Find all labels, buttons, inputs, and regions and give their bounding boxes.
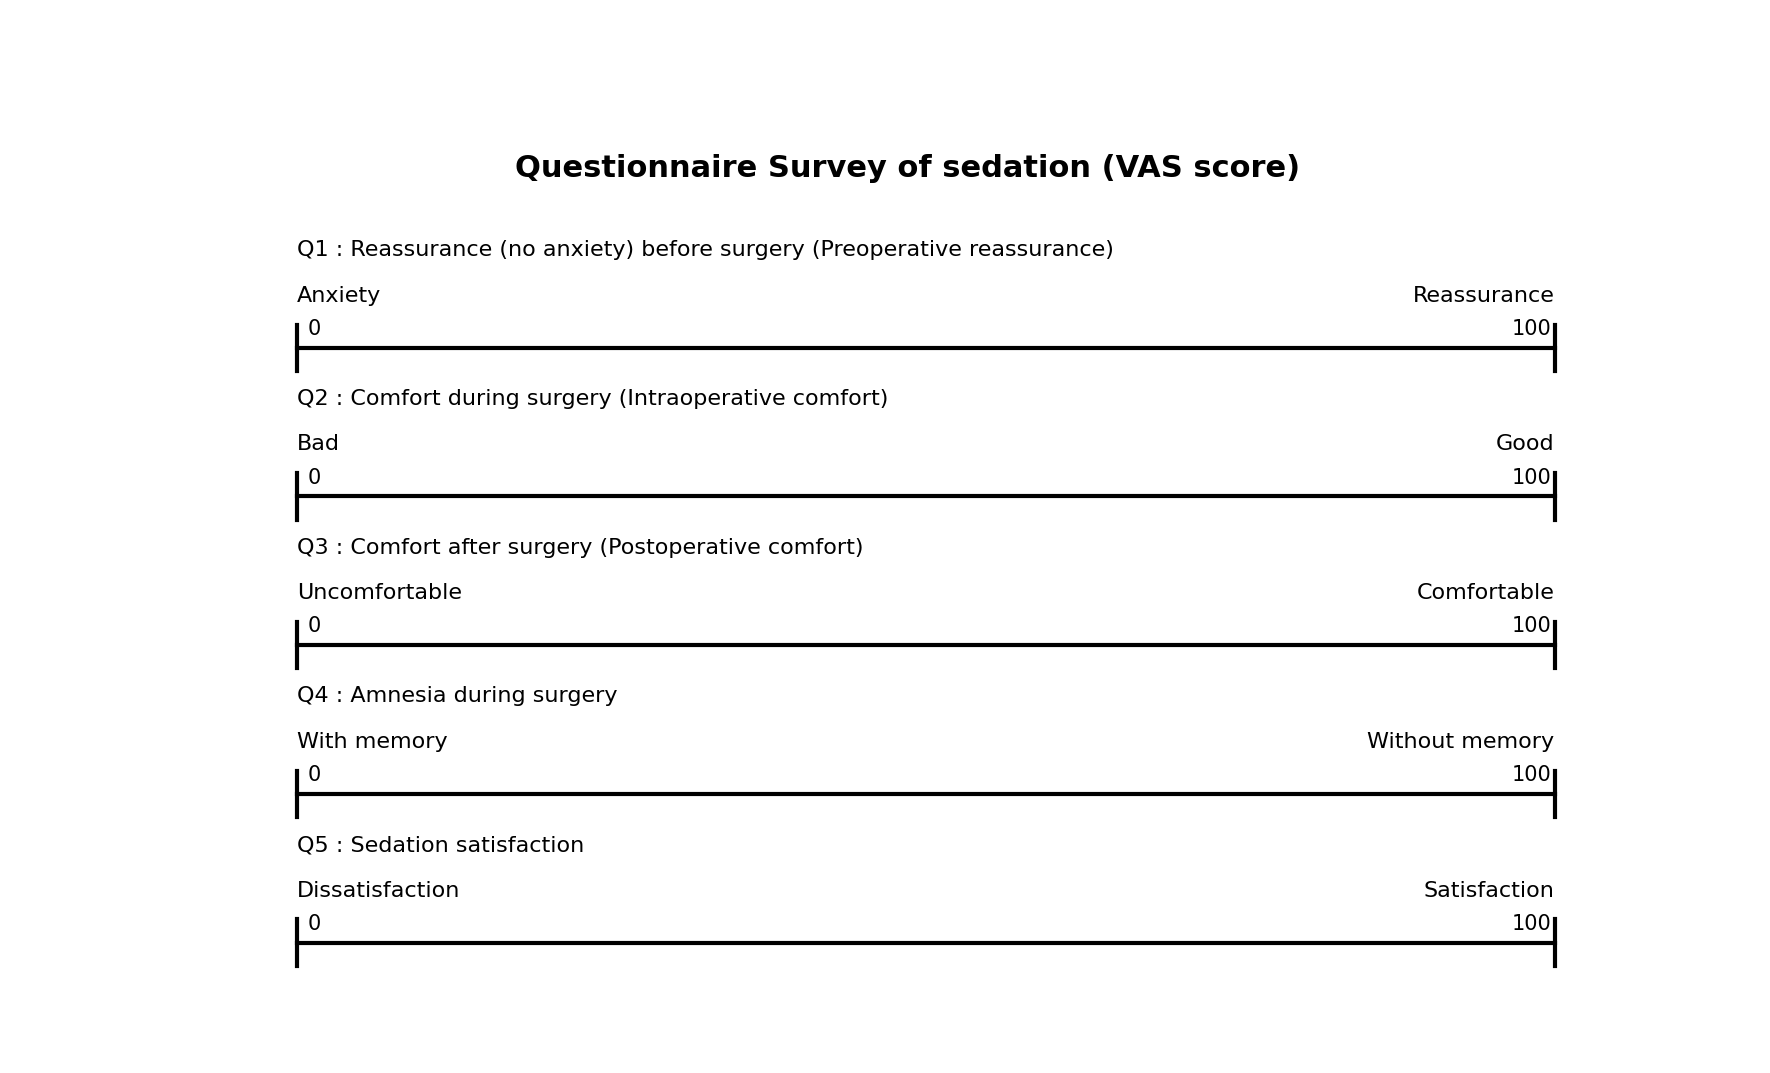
Text: Dissatisfaction: Dissatisfaction xyxy=(297,881,460,900)
Text: 0: 0 xyxy=(308,468,320,487)
Text: Without memory: Without memory xyxy=(1368,732,1554,752)
Text: With memory: With memory xyxy=(297,732,448,752)
Text: 0: 0 xyxy=(308,616,320,636)
Text: 0: 0 xyxy=(308,765,320,785)
Text: Anxiety: Anxiety xyxy=(297,285,381,306)
Text: Q1 : Reassurance (no anxiety) before surgery (Preoperative reassurance): Q1 : Reassurance (no anxiety) before sur… xyxy=(297,240,1113,261)
Text: 100: 100 xyxy=(1512,914,1552,934)
Text: Comfortable: Comfortable xyxy=(1416,584,1554,603)
Text: Q4 : Amnesia during surgery: Q4 : Amnesia during surgery xyxy=(297,687,618,706)
Text: Good: Good xyxy=(1496,435,1554,455)
Text: Q5 : Sedation satisfaction: Q5 : Sedation satisfaction xyxy=(297,835,584,855)
Text: Questionnaire Survey of sedation (VAS score): Questionnaire Survey of sedation (VAS sc… xyxy=(515,153,1299,182)
Text: Q2 : Comfort during surgery (Intraoperative comfort): Q2 : Comfort during surgery (Intraoperat… xyxy=(297,389,889,409)
Text: Uncomfortable: Uncomfortable xyxy=(297,584,462,603)
Text: 0: 0 xyxy=(308,319,320,339)
Text: 100: 100 xyxy=(1512,616,1552,636)
Text: Reassurance: Reassurance xyxy=(1412,285,1554,306)
Text: Bad: Bad xyxy=(297,435,340,455)
Text: 0: 0 xyxy=(308,914,320,934)
Text: 100: 100 xyxy=(1512,319,1552,339)
Text: Satisfaction: Satisfaction xyxy=(1423,881,1554,900)
Text: Q3 : Comfort after surgery (Postoperative comfort): Q3 : Comfort after surgery (Postoperativ… xyxy=(297,538,864,558)
Text: 100: 100 xyxy=(1512,765,1552,785)
Text: 100: 100 xyxy=(1512,468,1552,487)
